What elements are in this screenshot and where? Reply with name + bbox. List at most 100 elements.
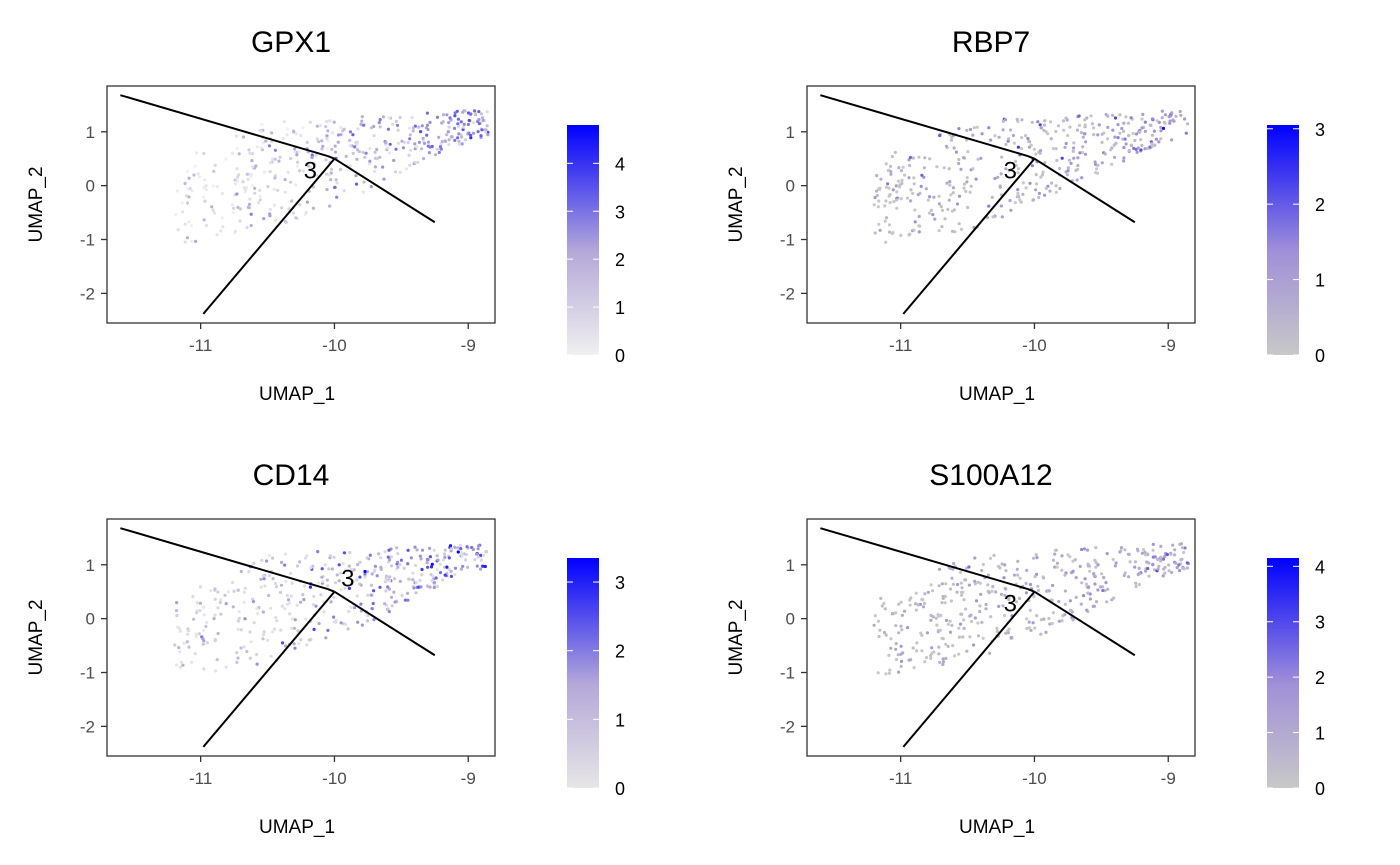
- cell-point: [481, 564, 485, 568]
- cell-point: [261, 633, 265, 637]
- cell-point: [935, 165, 939, 169]
- cell-point: [187, 176, 191, 180]
- cell-point: [448, 116, 452, 120]
- cell-point: [1103, 152, 1107, 156]
- cell-point: [375, 574, 379, 578]
- cell-point: [185, 169, 189, 174]
- y-tick-label: -1: [80, 664, 95, 683]
- cell-point: [1032, 556, 1036, 560]
- cell-point: [325, 147, 329, 151]
- cell-point: [249, 223, 253, 228]
- cell-point: [302, 598, 306, 602]
- cell-point: [473, 558, 477, 562]
- cell-point: [396, 128, 400, 132]
- cell-point: [1090, 122, 1094, 126]
- cell-point: [1100, 161, 1104, 165]
- cell-point: [320, 567, 324, 571]
- cell-point: [1088, 592, 1092, 596]
- cell-point: [990, 589, 994, 593]
- cell-point: [268, 207, 272, 211]
- cell-point: [257, 201, 261, 205]
- cell-point: [964, 578, 968, 582]
- cell-point: [432, 548, 436, 552]
- cell-point: [1157, 140, 1161, 144]
- cell-point: [940, 601, 944, 605]
- cell-point: [1011, 595, 1016, 599]
- cell-point: [198, 585, 203, 589]
- colorbar-tick-label: 0: [1315, 346, 1325, 366]
- cell-point: [238, 219, 242, 223]
- cell-point: [484, 128, 488, 132]
- cell-point: [312, 627, 316, 632]
- cell-point: [1025, 626, 1029, 631]
- cell-point: [951, 567, 955, 571]
- cell-point: [398, 563, 402, 567]
- cell-point: [398, 579, 402, 583]
- cell-point: [411, 126, 415, 130]
- cell-point: [1165, 552, 1169, 557]
- cell-point: [937, 567, 942, 571]
- cell-point: [485, 110, 489, 114]
- cell-point: [280, 641, 285, 645]
- cell-point: [954, 150, 959, 154]
- cell-point: [403, 598, 407, 602]
- cell-point: [366, 619, 370, 623]
- cell-point: [214, 669, 218, 673]
- cell-point: [178, 629, 182, 633]
- cell-point: [890, 155, 894, 159]
- cell-point: [186, 632, 190, 636]
- cell-point: [1034, 188, 1038, 192]
- cell-point: [1141, 548, 1146, 552]
- cell-point: [984, 602, 988, 607]
- cell-point: [429, 573, 433, 577]
- cell-point: [978, 609, 982, 614]
- cell-point: [255, 662, 259, 666]
- cell-point: [381, 115, 385, 119]
- cell-point: [980, 132, 984, 136]
- cell-point: [1185, 561, 1189, 565]
- cell-point: [369, 583, 373, 587]
- cell-point: [1003, 586, 1007, 591]
- cell-point: [251, 600, 256, 604]
- cell-point: [1178, 109, 1182, 114]
- cell-point: [949, 138, 954, 142]
- cell-point: [461, 564, 465, 569]
- cell-point: [897, 602, 901, 606]
- cell-point: [264, 139, 268, 143]
- cell-point: [1152, 568, 1156, 572]
- cell-point: [181, 210, 185, 214]
- cell-point: [333, 581, 338, 585]
- cell-point: [1043, 119, 1047, 123]
- cell-point: [1034, 152, 1038, 156]
- cell-point: [1020, 146, 1024, 151]
- cell-point: [320, 147, 324, 151]
- cell-point: [456, 550, 460, 554]
- cell-point: [1024, 581, 1028, 586]
- cell-point: [387, 558, 392, 562]
- cell-point: [386, 555, 390, 559]
- cell-point: [1118, 131, 1122, 135]
- cell-point: [981, 636, 985, 640]
- cell-point: [1044, 630, 1048, 634]
- cell-point: [941, 657, 945, 661]
- cell-point: [295, 564, 300, 568]
- cell-point: [262, 577, 266, 581]
- cell-point: [359, 602, 363, 606]
- cell-point: [916, 603, 920, 607]
- cell-point: [326, 139, 330, 143]
- cell-point: [900, 178, 904, 182]
- cell-point: [1032, 147, 1036, 151]
- cell-point: [1033, 575, 1037, 579]
- cell-point: [1100, 572, 1104, 576]
- cell-point: [212, 617, 216, 621]
- cell-point: [1080, 581, 1084, 585]
- cell-point: [289, 594, 293, 598]
- cell-point: [1114, 141, 1118, 145]
- cell-point: [1105, 552, 1109, 556]
- cell-point: [239, 569, 243, 574]
- cell-point: [1067, 158, 1071, 162]
- cell-point: [311, 603, 315, 607]
- cell-point: [1009, 208, 1013, 212]
- cell-point: [329, 178, 333, 182]
- cell-point: [1170, 570, 1174, 575]
